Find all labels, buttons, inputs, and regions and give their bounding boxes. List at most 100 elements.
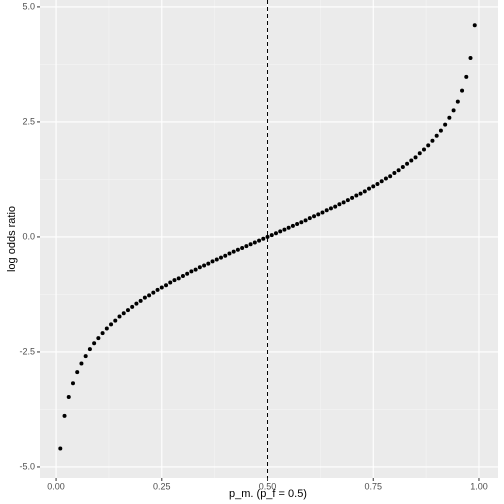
point bbox=[109, 322, 114, 327]
x-axis-title: p_m. (p_f = 0.5) bbox=[229, 488, 307, 500]
point bbox=[58, 446, 63, 451]
y-axis-title: log odds ratio bbox=[6, 206, 18, 272]
point bbox=[371, 184, 376, 189]
point bbox=[70, 381, 75, 386]
point bbox=[290, 223, 295, 228]
point bbox=[443, 122, 448, 127]
point bbox=[197, 265, 202, 270]
point bbox=[231, 249, 236, 254]
point bbox=[438, 128, 443, 133]
point bbox=[455, 99, 460, 104]
point bbox=[189, 269, 194, 274]
point bbox=[235, 247, 240, 252]
point bbox=[337, 202, 342, 207]
point bbox=[273, 231, 278, 236]
point bbox=[219, 255, 224, 260]
point bbox=[333, 204, 338, 209]
point bbox=[142, 295, 147, 300]
x-tick-label: 0.25 bbox=[153, 481, 171, 491]
point bbox=[83, 354, 88, 359]
point bbox=[172, 278, 177, 283]
point bbox=[159, 285, 164, 290]
point bbox=[417, 151, 422, 156]
point bbox=[240, 245, 245, 250]
point bbox=[117, 314, 122, 319]
point bbox=[413, 155, 418, 160]
x-tick-label: 0.75 bbox=[364, 481, 382, 491]
point bbox=[164, 283, 169, 288]
point bbox=[354, 193, 359, 198]
point bbox=[405, 161, 410, 166]
x-tick-label: 0.00 bbox=[47, 481, 65, 491]
point bbox=[358, 191, 363, 196]
y-tick-label: -5.0 bbox=[19, 461, 35, 471]
point bbox=[193, 267, 198, 272]
point bbox=[227, 251, 232, 256]
point bbox=[214, 257, 219, 262]
point bbox=[320, 210, 325, 215]
y-tick-label: 5.0 bbox=[22, 1, 35, 11]
x-tick-label: 1.00 bbox=[470, 481, 488, 491]
point bbox=[66, 395, 71, 400]
point bbox=[341, 200, 346, 205]
panel bbox=[40, 0, 498, 478]
point bbox=[244, 244, 249, 249]
point bbox=[180, 274, 185, 279]
point bbox=[121, 311, 126, 316]
point bbox=[92, 341, 97, 346]
point bbox=[367, 186, 372, 191]
point bbox=[87, 347, 92, 352]
y-tick-label: 2.5 bbox=[22, 116, 35, 126]
point bbox=[468, 55, 473, 60]
point bbox=[202, 263, 207, 268]
point bbox=[379, 179, 384, 184]
point bbox=[282, 227, 287, 232]
point bbox=[79, 361, 84, 366]
point bbox=[324, 208, 329, 213]
point bbox=[155, 287, 160, 292]
point bbox=[396, 168, 401, 173]
point bbox=[104, 326, 109, 331]
point bbox=[96, 336, 101, 341]
y-tick-label: 0.0 bbox=[22, 231, 35, 241]
point bbox=[185, 271, 190, 276]
point bbox=[312, 214, 317, 219]
point bbox=[421, 147, 426, 152]
point bbox=[434, 133, 439, 138]
point bbox=[316, 212, 321, 217]
point bbox=[383, 176, 388, 181]
point bbox=[426, 143, 431, 148]
point bbox=[138, 298, 143, 303]
point bbox=[460, 88, 465, 93]
y-tick-label: -2.5 bbox=[19, 346, 35, 356]
point bbox=[223, 253, 228, 258]
point bbox=[278, 229, 283, 234]
point bbox=[392, 170, 397, 175]
point bbox=[265, 234, 270, 239]
point bbox=[286, 225, 291, 230]
point bbox=[388, 174, 393, 179]
point bbox=[75, 370, 80, 375]
point bbox=[168, 280, 173, 285]
point bbox=[269, 233, 274, 238]
point bbox=[176, 276, 181, 281]
point bbox=[430, 138, 435, 143]
point bbox=[464, 74, 469, 79]
point bbox=[210, 259, 215, 264]
point bbox=[447, 115, 452, 120]
point bbox=[257, 238, 262, 243]
point bbox=[409, 158, 414, 163]
point bbox=[328, 206, 333, 211]
point bbox=[400, 165, 405, 170]
point bbox=[206, 261, 211, 266]
point bbox=[345, 198, 350, 203]
point bbox=[295, 222, 300, 227]
point bbox=[248, 242, 253, 247]
point bbox=[451, 108, 456, 113]
point bbox=[307, 216, 312, 221]
point bbox=[134, 301, 139, 306]
point bbox=[375, 182, 380, 187]
point bbox=[125, 308, 130, 313]
point bbox=[113, 318, 118, 323]
